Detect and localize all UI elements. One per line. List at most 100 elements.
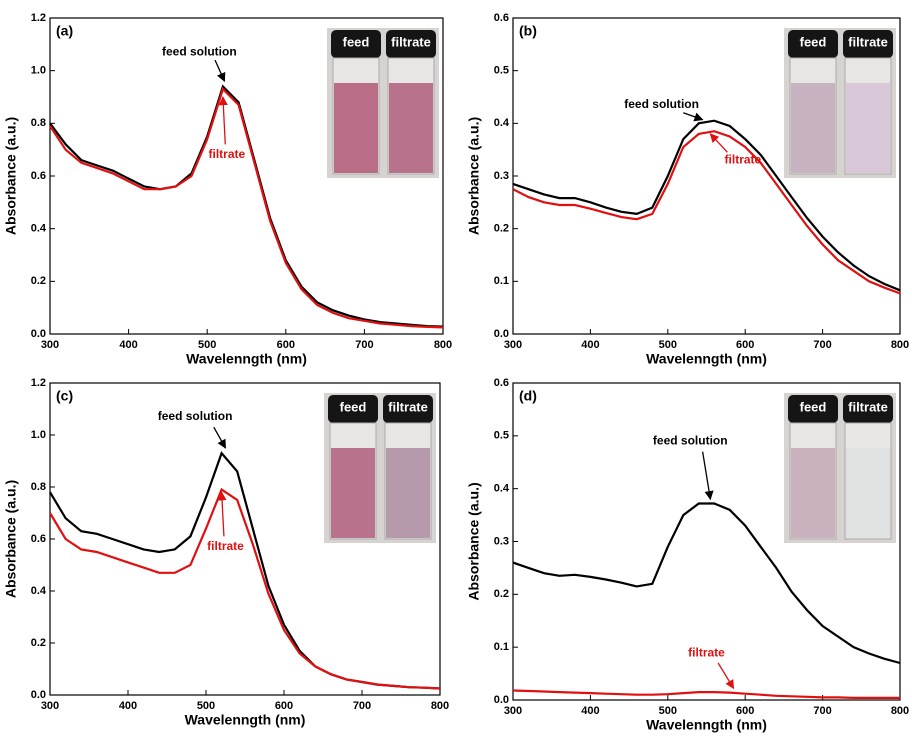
x-tick-label: 700 <box>813 705 831 717</box>
inset-label: filtrate <box>391 34 431 49</box>
x-tick-label: 800 <box>431 700 449 712</box>
panel: feed filtrate 300 400 500 600 700 800 0.0 0.2 0.4 0… <box>3 377 449 728</box>
panel: feed filtrate 300 400 500 600 700 800 0.0 0.1 0.2 0… <box>466 377 909 733</box>
inset-label: feed <box>340 399 367 414</box>
y-tick-label: 0.5 <box>494 430 509 442</box>
x-axis-label: Wavelenngth (nm) <box>185 712 306 728</box>
annotation-arrow <box>214 59 226 83</box>
y-tick-label: 1.0 <box>31 429 46 441</box>
y-axis-label: Absorbance (a.u.) <box>3 480 19 598</box>
x-tick-label: 400 <box>119 339 137 351</box>
x-tick-label: 400 <box>581 705 599 717</box>
x-tick-label: 300 <box>41 700 59 712</box>
vial-cap <box>788 395 838 423</box>
series-annotation: feed solution <box>162 44 237 58</box>
series-line <box>512 119 901 292</box>
series-line <box>512 689 900 699</box>
vial-cap <box>331 30 381 58</box>
panel-label: (d) <box>519 388 537 404</box>
x-tick-label: 300 <box>41 339 59 351</box>
vial-cap <box>328 395 378 423</box>
y-tick-label: 0.4 <box>494 483 510 495</box>
series-annotation: feed solution <box>158 409 233 423</box>
y-tick-label: 0.8 <box>31 117 46 129</box>
annotation-arrow <box>218 96 228 145</box>
x-axis-label: Wavelenngth (nm) <box>646 717 767 733</box>
panel: feed filtrate 300 400 500 600 700 800 0.0 0.1 0.2 0… <box>466 12 909 367</box>
series-annotation: filtrate <box>209 147 246 161</box>
x-tick-label: 500 <box>198 339 216 351</box>
x-tick-label: 700 <box>355 339 373 351</box>
vial-liquid <box>331 448 375 538</box>
vial-liquid <box>791 83 835 173</box>
series-line <box>49 487 441 690</box>
vial-liquid <box>846 83 890 173</box>
x-tick-label: 800 <box>891 705 909 717</box>
y-tick-label: 0.3 <box>494 535 509 547</box>
y-tick-label: 0.6 <box>494 12 509 24</box>
vial-liquid <box>389 83 433 173</box>
annotation-arrow <box>701 451 714 501</box>
vial-cap <box>386 30 436 58</box>
panel-label: (a) <box>56 23 73 39</box>
x-tick-label: 400 <box>581 339 599 351</box>
y-tick-label: 0.5 <box>494 65 509 77</box>
y-tick-label: 0.3 <box>494 170 509 182</box>
x-tick-label: 600 <box>736 339 754 351</box>
inset-label: filtrate <box>388 399 428 414</box>
vial-liquid <box>791 448 835 538</box>
x-tick-label: 300 <box>504 339 522 351</box>
y-axis-label: Absorbance (a.u.) <box>466 117 482 235</box>
x-tick-label: 800 <box>434 339 452 351</box>
y-tick-label: 0.0 <box>494 694 509 706</box>
y-tick-label: 0.4 <box>31 223 47 235</box>
x-tick-label: 500 <box>659 339 677 351</box>
y-axis-label: Absorbance (a.u.) <box>466 482 482 600</box>
y-tick-label: 0.1 <box>494 641 509 653</box>
x-tick-label: 600 <box>277 339 295 351</box>
y-tick-label: 0.4 <box>31 585 47 597</box>
inset-label: filtrate <box>848 399 888 414</box>
inset-label: feed <box>800 34 827 49</box>
series-line <box>512 502 901 665</box>
vial-cap <box>383 395 433 423</box>
vial-cap <box>843 395 893 423</box>
annotation-arrow <box>709 133 728 153</box>
series-annotation: filtrate <box>688 646 725 660</box>
x-tick-label: 300 <box>504 705 522 717</box>
y-axis-label: Absorbance (a.u.) <box>3 117 19 235</box>
annotation-arrow <box>717 662 735 690</box>
y-tick-label: 0.4 <box>494 117 510 129</box>
x-tick-label: 400 <box>119 700 137 712</box>
y-tick-label: 0.0 <box>31 328 46 340</box>
y-tick-label: 1.2 <box>31 377 46 389</box>
y-tick-label: 0.2 <box>494 223 509 235</box>
y-tick-label: 0.0 <box>494 328 509 340</box>
panel: feed filtrate 300 400 500 600 700 800 0.0 0.2 0.4 0… <box>3 12 452 367</box>
y-tick-label: 0.2 <box>31 275 46 287</box>
vial-cap <box>843 30 893 58</box>
y-tick-label: 0.0 <box>31 689 46 701</box>
series-annotation: filtrate <box>725 152 762 166</box>
y-tick-label: 1.2 <box>31 12 46 24</box>
x-tick-label: 800 <box>891 339 909 351</box>
x-tick-label: 700 <box>813 339 831 351</box>
y-tick-label: 0.6 <box>31 170 46 182</box>
series-line <box>512 130 901 295</box>
vial-liquid <box>386 448 430 538</box>
series-annotation: feed solution <box>624 97 699 111</box>
inset-label: filtrate <box>848 34 888 49</box>
x-axis-label: Wavelenngth (nm) <box>646 351 767 367</box>
annotation-arrow <box>217 491 227 537</box>
x-axis-label: Wavelenngth (nm) <box>186 351 307 367</box>
inset-label: feed <box>343 34 370 49</box>
x-tick-label: 500 <box>197 700 215 712</box>
vial-cap <box>788 30 838 58</box>
series-line <box>49 87 444 329</box>
series-annotation: filtrate <box>207 539 244 553</box>
x-tick-label: 600 <box>736 705 754 717</box>
y-tick-label: 0.6 <box>31 533 46 545</box>
vial-liquid <box>334 83 378 173</box>
y-tick-label: 1.0 <box>31 65 46 77</box>
